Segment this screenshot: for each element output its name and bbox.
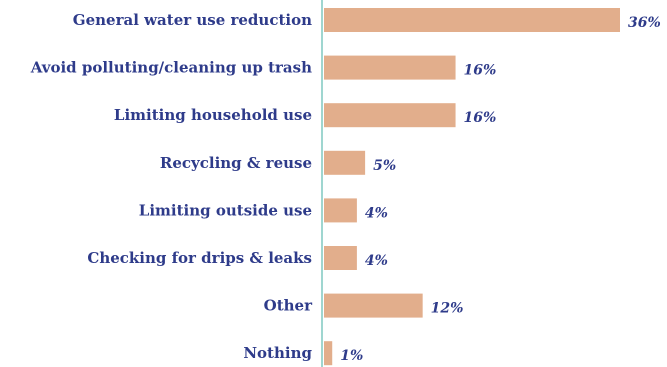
value-label: 4%: [365, 253, 388, 269]
value-label: 12%: [431, 301, 464, 317]
bar: [324, 198, 357, 223]
category-label: Limiting outside use: [139, 201, 312, 219]
category-label: General water use reduction: [73, 11, 312, 29]
bar: [324, 8, 620, 32]
value-label: 16%: [464, 110, 497, 126]
value-label: 4%: [365, 205, 388, 221]
category-label: Avoid polluting/cleaning up trash: [30, 59, 312, 77]
category-label: Other: [264, 297, 313, 315]
value-label: 16%: [464, 63, 497, 79]
value-label: 1%: [340, 348, 363, 364]
bar: [324, 293, 423, 318]
bar: [324, 341, 333, 366]
value-label: 36%: [628, 15, 661, 31]
category-label: Nothing: [243, 344, 312, 362]
bar: [324, 246, 357, 270]
value-label: 5%: [373, 158, 396, 174]
category-label: Limiting household use: [114, 106, 312, 124]
category-label: Recycling & reuse: [160, 154, 312, 172]
bar: [324, 150, 366, 175]
bar: [324, 55, 456, 80]
bar: [324, 103, 456, 128]
category-label: Checking for drips & leaks: [87, 249, 312, 267]
